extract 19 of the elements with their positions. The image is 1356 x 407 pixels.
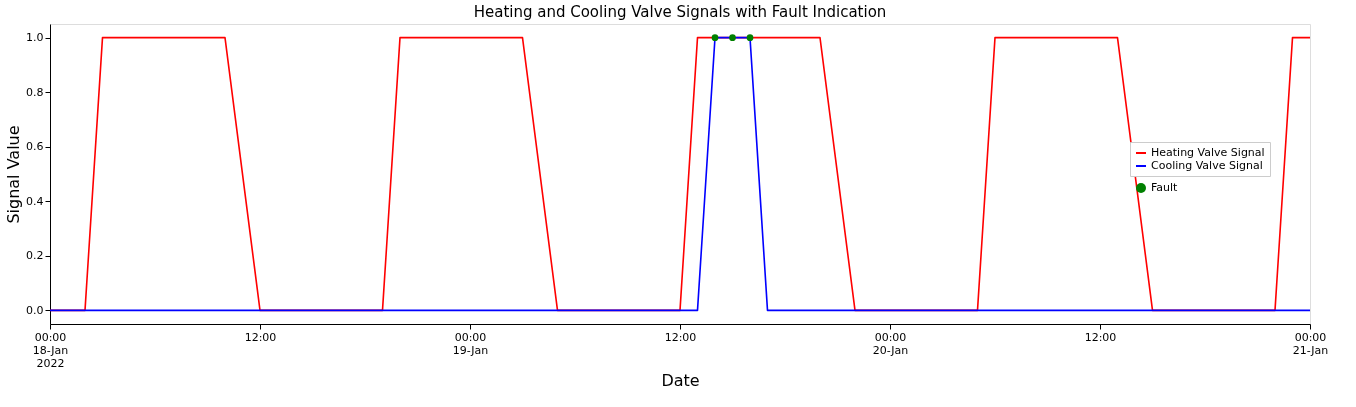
x-tick-label: 12:00 (244, 330, 277, 344)
x-tick-label: 00:00 21-Jan (1292, 330, 1329, 357)
y-axis-title: Signal Value (4, 125, 24, 224)
x-tick-label: 00:00 18-Jan 2022 (32, 330, 69, 370)
legend-label: Heating Valve Signal (1151, 146, 1265, 159)
y-tick-label: 0.0 (26, 303, 44, 317)
x-tick-label: 00:00 20-Jan (872, 330, 909, 357)
legend-label: Fault (1151, 181, 1179, 194)
y-tick-label: 0.8 (26, 85, 44, 99)
y-tick-label: 1.0 (26, 31, 44, 45)
y-tick-label: 0.4 (26, 194, 44, 208)
x-tick-label: 12:00 (1084, 330, 1117, 344)
x-tick-label: 00:00 19-Jan (452, 330, 489, 357)
y-tick-label: 0.6 (26, 140, 44, 154)
x-tick-label: 12:00 (664, 330, 697, 344)
chart-title: Heating and Cooling Valve Signals with Fault Indication (473, 3, 887, 21)
y-tick-label: 0.2 (26, 249, 44, 263)
x-axis-title: Date (661, 370, 700, 390)
legend-label: Cooling Valve Signal (1151, 159, 1263, 172)
